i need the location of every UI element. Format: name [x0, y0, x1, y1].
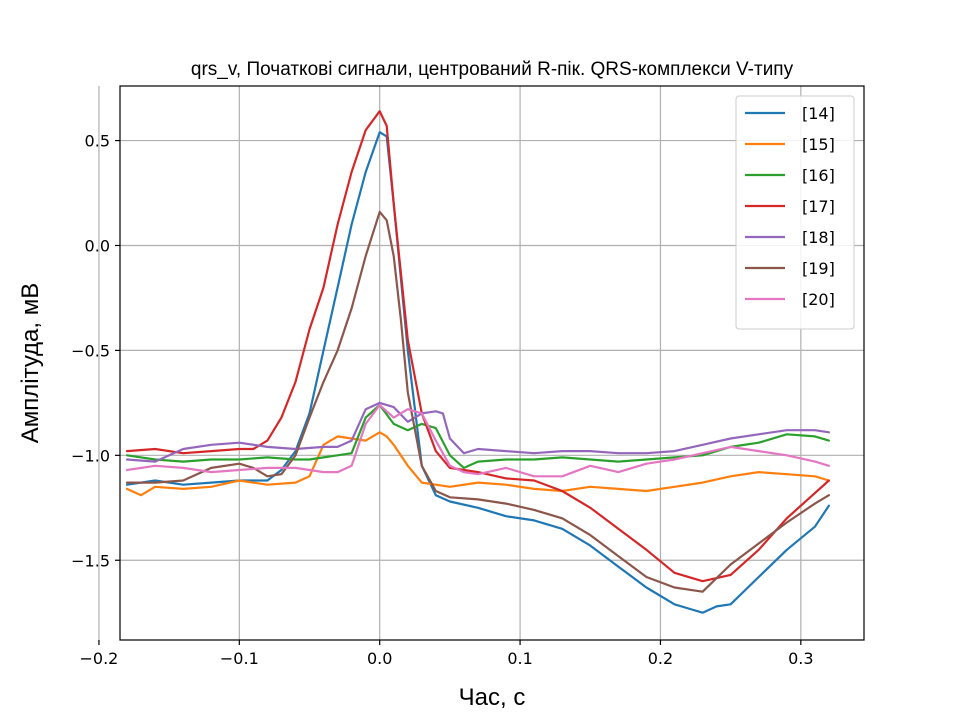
legend-box: [735, 95, 855, 330]
series-line-5: [125, 401, 831, 463]
x-tick-label: −0.1: [220, 649, 259, 668]
legend-entry: [19]: [802, 259, 835, 278]
x-tick-label: −0.2: [80, 649, 119, 668]
y-tick-label: 0.5: [85, 132, 110, 151]
x-tick-label: 0.0: [367, 649, 392, 668]
series-line-7: [125, 403, 831, 478]
axis-ticks: −0.2 −0.1 0.0 0.1 0.2 0.3 0.5 0.0 −0.5 −1.0 −1.5: [71, 132, 813, 668]
x-tick-label: 0.3: [788, 649, 813, 668]
grid: [98, 86, 864, 640]
y-tick-label: −0.5: [71, 341, 110, 360]
legend-entry: [17]: [802, 197, 835, 216]
series-line-4: [125, 110, 831, 583]
series-lines: [125, 110, 831, 614]
x-tick-label: 0.2: [648, 649, 673, 668]
chart-title: qrs_v, Початкові сигнали, центрований R-…: [191, 59, 794, 80]
y-tick-label: −1.0: [71, 446, 110, 465]
legend-entry: [15]: [802, 135, 835, 154]
y-tick-label: −1.5: [71, 551, 110, 570]
legend: [14] [15] [16] [17] [18] [19] [20]: [735, 95, 855, 330]
y-axis-label: Амплітуда, мВ: [17, 283, 44, 444]
series-line-2: [125, 431, 831, 497]
legend-entry: [18]: [802, 228, 835, 247]
x-axis-label: Час, с: [459, 684, 526, 711]
legend-entry: [14]: [802, 104, 835, 123]
y-tick-label: 0.0: [85, 236, 110, 255]
series-line-6: [125, 210, 831, 593]
legend-entry: [20]: [802, 290, 835, 309]
x-tick-label: 0.1: [507, 649, 532, 668]
plot-frame: [119, 85, 865, 641]
legend-entry: [16]: [802, 166, 835, 185]
